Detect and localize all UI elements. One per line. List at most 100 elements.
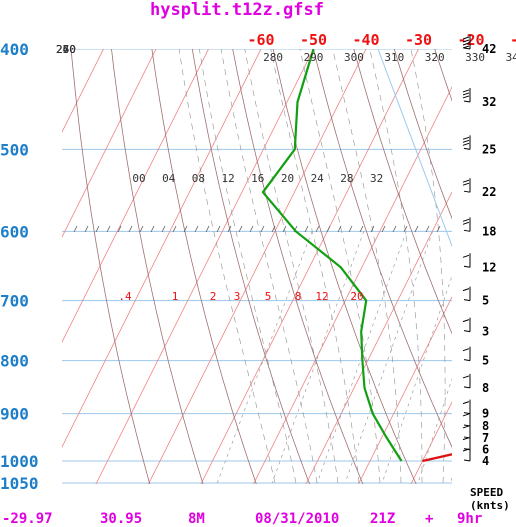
hatch-mark: [403, 225, 408, 233]
hatch-mark: [381, 225, 386, 233]
temperature-line: [422, 453, 452, 463]
dry-adiabat-line: [232, 49, 364, 484]
dry-adiabat-line: [393, 49, 452, 220]
moist-adiabat-line: [299, 49, 381, 483]
footer-station: 8M: [188, 511, 205, 527]
wind-speed-label: 8: [482, 381, 489, 395]
hatch-mark: [106, 225, 111, 233]
wind-barb-shaft: [463, 190, 471, 193]
pressure-tick-label: 600: [0, 222, 29, 241]
hatch-mark: [392, 225, 397, 233]
wind-barb: 22: [462, 178, 496, 199]
mixing-ratio-line: [317, 231, 407, 483]
hatch-mark: [128, 225, 133, 233]
pressure-tick-label: 400: [0, 40, 29, 59]
wind-barb-flag: [462, 92, 470, 96]
moist-adiabat-line: [270, 49, 360, 483]
speed-units-label: (knts): [470, 499, 510, 512]
footer-longitude: 30.95: [100, 511, 142, 527]
wind-barb-flag: [462, 375, 470, 379]
wind-barb: 8: [462, 411, 489, 433]
hatch-mark: [370, 225, 375, 233]
pressure-tick-label: 500: [0, 140, 29, 159]
isotherm-line: [62, 49, 157, 238]
wind-speed-label: 42: [482, 42, 496, 56]
hatch-mark: [205, 225, 210, 233]
hatch-mark: [117, 225, 122, 233]
wind-barb-shaft: [463, 100, 471, 103]
moist-adiabat-line: [506, 26, 516, 483]
hatch-mark: [304, 225, 309, 233]
mixing-ratio-label: 5: [265, 290, 272, 303]
dry-adiabat-line: [111, 49, 204, 484]
theta-label: 320: [425, 51, 445, 64]
wind-barb-flag: [462, 437, 470, 441]
wind-barb-shaft: [463, 147, 471, 150]
wind-barb-flag: [462, 142, 470, 146]
theta-label: 310: [384, 51, 404, 64]
wind-barb-shaft: [463, 459, 471, 462]
theta-label: 250: [56, 43, 76, 56]
isotherm-label: -10: [510, 31, 516, 49]
chart-title: hysplit.t12z.gfsf: [150, 0, 324, 20]
wind-barb-flag: [462, 136, 470, 140]
moist-adiabat-line: [410, 49, 446, 483]
wind-barb-flag: [462, 89, 470, 93]
wind-speed-label: 3: [482, 325, 489, 339]
wind-barb-shaft: [463, 229, 471, 232]
speed-label: SPEED: [470, 486, 503, 499]
dry-adiabat-line: [70, 49, 151, 484]
pressure-tick-label: 1000: [0, 452, 39, 471]
wind-barb: 32: [462, 87, 496, 109]
dry-adiabat-line: [313, 49, 452, 449]
wind-barb: 9: [462, 399, 489, 421]
isotherm-line: [62, 49, 209, 343]
wind-barb-flag: [462, 36, 470, 40]
wind-barb: 4: [462, 447, 489, 468]
wind-barb-shaft: [463, 330, 471, 333]
footer-time: 21Z: [370, 511, 395, 527]
mixing-ratio-line: [217, 231, 313, 484]
hatch-mark: [249, 225, 254, 233]
isotherm-line: [200, 49, 419, 484]
theta-e-label: 32: [370, 172, 383, 185]
wind-barb-shaft: [463, 265, 471, 268]
pressure-tick-label: 700: [0, 292, 29, 311]
mixing-ratio-line: [271, 231, 365, 484]
hatch-mark: [436, 225, 441, 233]
hatch-mark: [73, 225, 78, 233]
hatch-mark: [359, 225, 364, 233]
wind-barb-shaft: [463, 412, 471, 415]
wind-barb-flag: [462, 182, 470, 186]
footer-forecast: 9hr: [457, 511, 482, 527]
isotherm-label: -30: [405, 31, 432, 49]
mixing-ratio-label: 12: [315, 290, 328, 303]
wind-barb: 25: [462, 135, 496, 156]
mixing-ratio-label: .4: [118, 290, 132, 303]
hatch-mark: [183, 225, 188, 233]
theta-label: 330: [465, 51, 485, 64]
wind-barb: 5: [462, 346, 489, 368]
hatch-mark: [282, 225, 287, 233]
wind-barb-flag: [462, 179, 470, 183]
isotherm-line: [62, 49, 262, 448]
wind-speed-label: 25: [482, 142, 496, 156]
wind-barb-shaft: [463, 299, 471, 302]
dry-adiabat-line: [191, 49, 311, 484]
hatch-mark: [150, 225, 155, 233]
wind-barb-flag: [462, 288, 470, 292]
hatch-mark: [414, 225, 419, 233]
footer-plus: +: [425, 511, 433, 527]
dry-adiabat-line: [507, 26, 516, 487]
wind-barb-shaft: [463, 386, 471, 389]
wind-barb: 12: [462, 253, 496, 274]
wind-speed-label: 7: [482, 431, 489, 445]
hatch-mark: [216, 225, 221, 233]
mixing-ratio-line: [381, 275, 452, 483]
mixing-ratio-label: 8: [295, 290, 302, 303]
wind-barb-flag: [462, 42, 470, 46]
wind-barb-flag: [462, 45, 470, 49]
hatch-mark: [194, 225, 199, 233]
